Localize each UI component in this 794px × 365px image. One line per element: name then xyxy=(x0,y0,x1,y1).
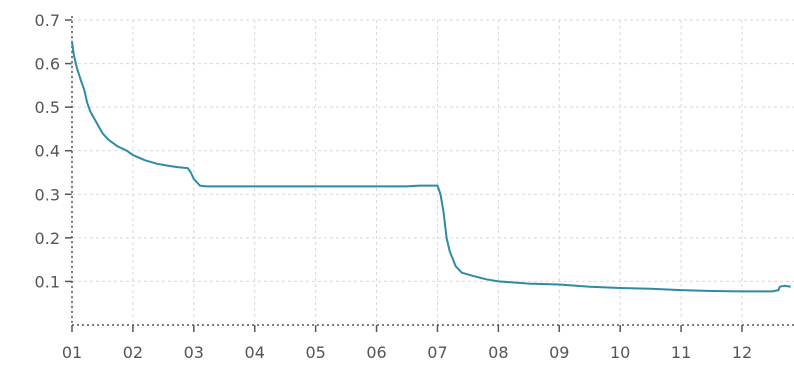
y-tick-label: 0.5 xyxy=(35,98,60,117)
x-tick-label: 11 xyxy=(671,343,691,362)
x-tick-label: 07 xyxy=(427,343,447,362)
y-tick-label: 0.7 xyxy=(35,11,60,30)
x-tick-label: 04 xyxy=(245,343,265,362)
y-tick-label: 0.3 xyxy=(35,185,60,204)
x-tick-label: 01 xyxy=(62,343,82,362)
y-tick-label: 0.1 xyxy=(35,272,60,291)
x-tick-label: 02 xyxy=(123,343,143,362)
y-tick-label: 0.2 xyxy=(35,229,60,248)
x-tick-label: 03 xyxy=(184,343,204,362)
y-tick-label: 0.4 xyxy=(35,142,60,161)
y-tick-label: 0.6 xyxy=(35,55,60,74)
series-line xyxy=(71,41,791,293)
x-tick-label: 08 xyxy=(488,343,508,362)
x-tick-label: 09 xyxy=(549,343,569,362)
x-tick-label: 06 xyxy=(366,343,386,362)
x-tick-label: 10 xyxy=(610,343,630,362)
x-tick-label: 05 xyxy=(305,343,325,362)
x-tick-label: 12 xyxy=(732,343,752,362)
